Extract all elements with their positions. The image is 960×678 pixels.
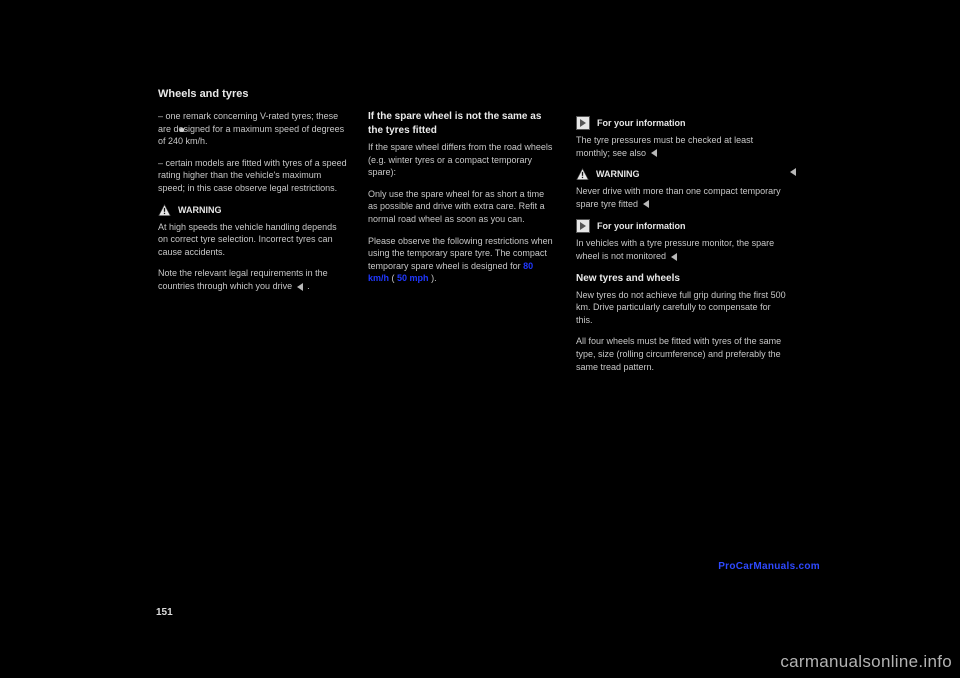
warning-heading-row: WARNING: [158, 204, 348, 217]
warning-label: WARNING: [178, 204, 222, 217]
paragraph: – one remark concerning V-rated tyres; t…: [158, 110, 348, 148]
paragraph-with-link: Please observe the following restriction…: [368, 235, 554, 285]
paragraph-fragment: The tyre pressures must be checked at le…: [576, 135, 753, 158]
reference-marker-icon: [297, 283, 303, 291]
warning-text: At high speeds the vehicle handling depe…: [158, 221, 348, 259]
warning-heading-row: WARNING: [576, 168, 788, 181]
reference-marker-icon: [651, 149, 657, 157]
section-title: Wheels and tyres: [158, 88, 248, 100]
paragraph: All four wheels must be fitted with tyre…: [576, 335, 788, 373]
info-icon: [576, 116, 590, 130]
paragraph: New tyres do not achieve full grip durin…: [576, 289, 788, 327]
info-label: For your information: [597, 220, 686, 233]
paragraph-with-link: Note the relevant legal requirements in …: [158, 267, 348, 292]
column-2: If the spare wheel is not the same as th…: [368, 110, 554, 294]
watermark-text: carmanualsonline.info: [780, 652, 952, 672]
external-site-link[interactable]: ProCarManuals.com: [718, 561, 820, 572]
column-1: – one remark concerning V-rated tyres; t…: [158, 110, 348, 302]
reference-marker-icon: [643, 200, 649, 208]
paragraph: If the spare wheel differs from the road…: [368, 141, 554, 179]
info-heading-row: For your information: [576, 116, 788, 130]
warning-icon: [576, 168, 589, 181]
info-text: In vehicles with a tyre pressure monitor…: [576, 237, 788, 262]
paragraph: Only use the spare wheel for as short a …: [368, 188, 554, 226]
column-3: For your information The tyre pressures …: [576, 110, 788, 382]
paragraph-fragment: ).: [431, 273, 437, 283]
document-page: Wheels and tyres – one remark concerning…: [0, 0, 960, 678]
info-heading-row: For your information: [576, 219, 788, 233]
paragraph-fragment: Never drive with more than one compact t…: [576, 186, 781, 209]
page-margin-marker-icon: [790, 168, 796, 176]
paragraph-fragment: (: [392, 273, 395, 283]
info-label: For your information: [597, 117, 686, 130]
warning-icon: [158, 204, 171, 217]
reference-marker-icon: [671, 253, 677, 261]
paragraph: – certain models are fitted with tyres o…: [158, 157, 348, 195]
info-text: The tyre pressures must be checked at le…: [576, 134, 788, 159]
info-icon: [576, 219, 590, 233]
subsection-heading: If the spare wheel is not the same as th…: [368, 110, 554, 138]
warning-text: Never drive with more than one compact t…: [576, 185, 788, 210]
warning-label: WARNING: [596, 168, 640, 181]
subsection-heading: New tyres and wheels: [576, 272, 788, 286]
page-number: 151: [156, 607, 173, 618]
speed-link-mph[interactable]: 50 mph: [397, 273, 429, 283]
paragraph-fragment: .: [307, 281, 310, 291]
